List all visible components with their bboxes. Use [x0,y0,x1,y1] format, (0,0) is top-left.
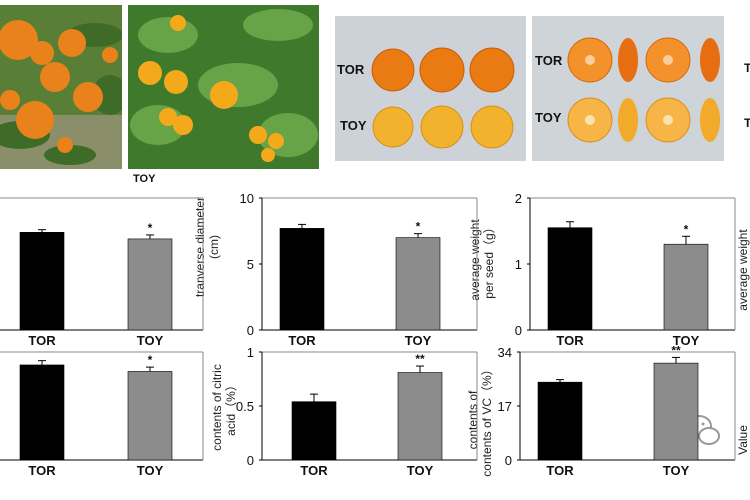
x-tick-label: TOR [28,333,56,348]
bar-tor [537,381,583,461]
y-tick-label: 0 [247,453,254,468]
x-tick-label: TOY [405,333,432,348]
significance-mark: * [148,353,153,367]
photo-cut-fruits [532,16,724,161]
whole-tor-label: TOR [337,62,365,77]
right-edge-label-2: T [744,116,750,130]
bar-toy [653,362,699,461]
chart-panel-r1c3: 0 1 2 TOR * TOY [515,191,736,348]
photo-toy-tree [128,5,319,169]
cut-toy-label: TOY [535,110,562,125]
bar-toy [397,372,443,461]
x-tick-label: TOR [28,463,56,478]
y-tick-label: 0 [515,323,522,338]
bar-toy [663,243,709,331]
cut-fruits-image [532,16,724,161]
y-tick-label: 34 [498,345,512,360]
y-tick-label: 1 [515,257,522,272]
y-tick-label: 17 [498,399,512,414]
bar-toy [395,237,441,331]
toy-tree-image [128,5,319,169]
bar-tor [291,401,337,461]
y-tick-label: 1 [247,345,254,360]
bar-tor [547,227,593,331]
chart-panel-r1c1: TOR * TOY [0,197,204,348]
x-tick-label: TOY [137,333,164,348]
bar-tor [19,232,65,331]
bar-toy [127,238,173,331]
significance-mark: * [416,220,421,234]
bar-tor [19,364,65,461]
significance-mark: ** [415,352,425,366]
x-tick-label: TOY [673,333,700,348]
y-tick-label: 0.5 [236,399,254,414]
chart-panel-r2c3: 0 17 34 TOR ** TOY [498,343,736,478]
photo-tor-tree [0,5,122,169]
toy-tree-label: TOY [133,173,156,185]
chart-panel-r1c2: 0 5 10 TOR * TOY [240,191,478,348]
y-tick-label: 0 [247,323,254,338]
x-tick-label: TOY [407,463,434,478]
significance-mark: ** [671,343,681,357]
x-tick-label: TOY [137,463,164,478]
x-tick-label: TOR [556,333,584,348]
x-tick-label: TOR [546,463,574,478]
y-tick-label: 10 [240,191,254,206]
y-tick-label: 5 [247,257,254,272]
x-tick-label: TOR [300,463,328,478]
chart-panel-r2c2: 0 0.5 1 TOR ** TOY [236,345,478,478]
significance-mark: * [148,221,153,235]
significance-mark: * [684,222,689,236]
tor-tree-image [0,5,122,169]
y-tick-label: 0 [505,453,512,468]
y-tick-label: 2 [515,191,522,206]
bar-toy [127,371,173,461]
cut-tor-label: TOR [535,53,563,68]
x-tick-label: TOY [663,463,690,478]
whole-fruits-image [335,16,526,161]
photo-whole-fruits [335,16,526,161]
bar-tor [279,228,325,331]
right-edge-label-1: T [744,61,750,75]
whole-toy-label: TOY [340,118,367,133]
x-tick-label: TOR [288,333,316,348]
chart-panel-r2c1: TOR * TOY [0,351,204,478]
